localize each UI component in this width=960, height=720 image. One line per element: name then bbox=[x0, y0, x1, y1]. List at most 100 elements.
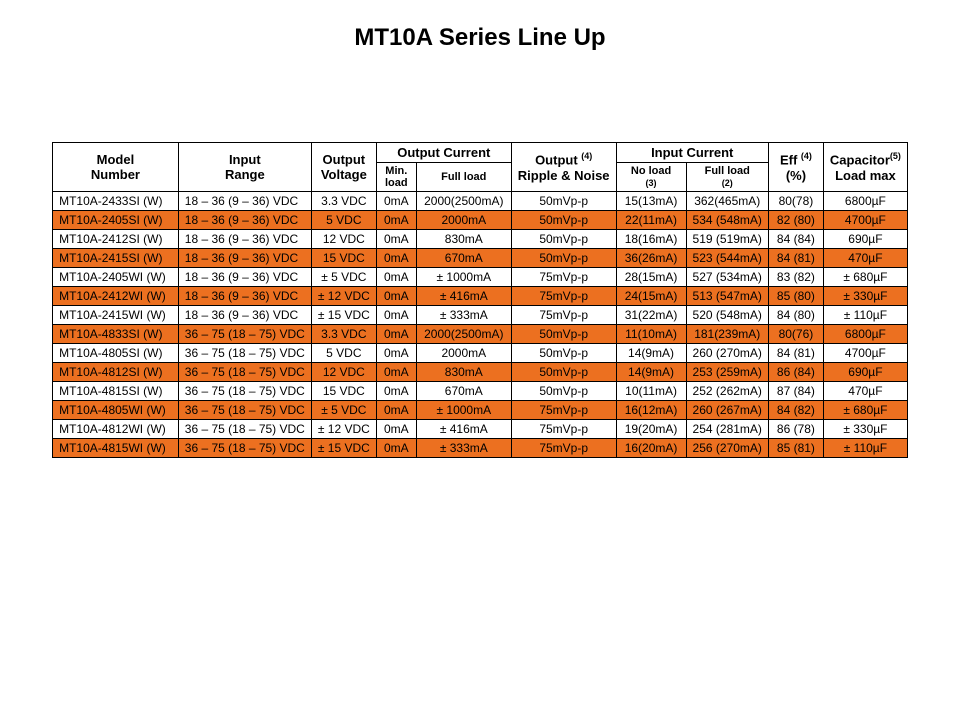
cell-ripple: 50mVp-p bbox=[511, 363, 616, 382]
cell-min: 0mA bbox=[376, 325, 416, 344]
cell-min: 0mA bbox=[376, 382, 416, 401]
cell-fullload: 260 (270mA) bbox=[686, 344, 768, 363]
cell-ripple: 75mVp-p bbox=[511, 401, 616, 420]
th-ripple-a: Output bbox=[535, 153, 578, 168]
cell-cap: ± 330µF bbox=[823, 420, 907, 439]
th-model: ModelNumber bbox=[53, 143, 179, 192]
cell-cap: 470µF bbox=[823, 249, 907, 268]
cell-min: 0mA bbox=[376, 249, 416, 268]
cell-model: MT10A-4805SI (W) bbox=[53, 344, 179, 363]
cell-ovolt: ± 12 VDC bbox=[311, 287, 376, 306]
cell-eff: 80(76) bbox=[768, 325, 823, 344]
cell-ripple: 75mVp-p bbox=[511, 268, 616, 287]
cell-ovolt: 15 VDC bbox=[311, 249, 376, 268]
cell-eff: 84 (81) bbox=[768, 249, 823, 268]
th-ripple-b: Ripple & Noise bbox=[518, 168, 610, 183]
cell-full: ± 416mA bbox=[416, 287, 511, 306]
cell-fullload: 252 (262mA) bbox=[686, 382, 768, 401]
th-cap-sup: (5) bbox=[890, 151, 901, 161]
cell-cap: 6800µF bbox=[823, 325, 907, 344]
th-min: Min.load bbox=[376, 163, 416, 192]
cell-ovolt: 3.3 VDC bbox=[311, 192, 376, 211]
cell-eff: 85 (81) bbox=[768, 439, 823, 458]
cell-ovolt: ± 12 VDC bbox=[311, 420, 376, 439]
cell-range: 18 – 36 (9 – 36) VDC bbox=[178, 211, 311, 230]
cell-fullload: 534 (548mA) bbox=[686, 211, 768, 230]
cell-ovolt: 5 VDC bbox=[311, 211, 376, 230]
cell-model: MT10A-4833SI (W) bbox=[53, 325, 179, 344]
cell-range: 36 – 75 (18 – 75) VDC bbox=[178, 382, 311, 401]
cell-full: ± 1000mA bbox=[416, 268, 511, 287]
cell-full: 670mA bbox=[416, 382, 511, 401]
cell-noload: 15(13mA) bbox=[616, 192, 686, 211]
cell-fullload: 256 (270mA) bbox=[686, 439, 768, 458]
cell-full: 830mA bbox=[416, 363, 511, 382]
cell-fullload: 523 (544mA) bbox=[686, 249, 768, 268]
cell-range: 18 – 36 (9 – 36) VDC bbox=[178, 306, 311, 325]
cell-noload: 14(9mA) bbox=[616, 344, 686, 363]
table-row: MT10A-2415WI (W)18 – 36 (9 – 36) VDC± 15… bbox=[53, 306, 908, 325]
table-row: MT10A-4805SI (W)36 – 75 (18 – 75) VDC5 V… bbox=[53, 344, 908, 363]
cell-full: 670mA bbox=[416, 249, 511, 268]
cell-min: 0mA bbox=[376, 401, 416, 420]
th-noload-a: No load bbox=[631, 165, 671, 177]
cell-model: MT10A-2405SI (W) bbox=[53, 211, 179, 230]
cell-noload: 16(12mA) bbox=[616, 401, 686, 420]
cell-range: 36 – 75 (18 – 75) VDC bbox=[178, 420, 311, 439]
cell-min: 0mA bbox=[376, 192, 416, 211]
th-range: InputRange bbox=[178, 143, 311, 192]
cell-eff: 84 (82) bbox=[768, 401, 823, 420]
th-ovolt: OutputVoltage bbox=[311, 143, 376, 192]
cell-fullload: 519 (519mA) bbox=[686, 230, 768, 249]
cell-noload: 19(20mA) bbox=[616, 420, 686, 439]
cell-min: 0mA bbox=[376, 439, 416, 458]
table-row: MT10A-4815SI (W)36 – 75 (18 – 75) VDC15 … bbox=[53, 382, 908, 401]
table-row: MT10A-4812WI (W)36 – 75 (18 – 75) VDC± 1… bbox=[53, 420, 908, 439]
cell-min: 0mA bbox=[376, 268, 416, 287]
cell-model: MT10A-4805WI (W) bbox=[53, 401, 179, 420]
table-row: MT10A-2412WI (W)18 – 36 (9 – 36) VDC± 12… bbox=[53, 287, 908, 306]
cell-cap: 690µF bbox=[823, 363, 907, 382]
cell-eff: 84 (80) bbox=[768, 306, 823, 325]
cell-cap: 690µF bbox=[823, 230, 907, 249]
cell-min: 0mA bbox=[376, 287, 416, 306]
th-fullload-a: Full load bbox=[705, 165, 750, 177]
cell-fullload: 527 (534mA) bbox=[686, 268, 768, 287]
cell-cap: ± 330µF bbox=[823, 287, 907, 306]
cell-model: MT10A-4815WI (W) bbox=[53, 439, 179, 458]
cell-noload: 10(11mA) bbox=[616, 382, 686, 401]
th-full: Full load bbox=[416, 163, 511, 192]
cell-fullload: 181(239mA) bbox=[686, 325, 768, 344]
cell-ovolt: 12 VDC bbox=[311, 363, 376, 382]
cell-full: 830mA bbox=[416, 230, 511, 249]
cell-eff: 86 (78) bbox=[768, 420, 823, 439]
table-row: MT10A-4833SI (W)36 – 75 (18 – 75) VDC3.3… bbox=[53, 325, 908, 344]
cell-cap: 470µF bbox=[823, 382, 907, 401]
th-ripple-sup: (4) bbox=[581, 151, 592, 161]
cell-range: 18 – 36 (9 – 36) VDC bbox=[178, 192, 311, 211]
cell-model: MT10A-2412SI (W) bbox=[53, 230, 179, 249]
cell-fullload: 254 (281mA) bbox=[686, 420, 768, 439]
cell-ripple: 50mVp-p bbox=[511, 325, 616, 344]
cell-full: ± 333mA bbox=[416, 439, 511, 458]
cell-range: 36 – 75 (18 – 75) VDC bbox=[178, 325, 311, 344]
cell-noload: 28(15mA) bbox=[616, 268, 686, 287]
cell-noload: 22(11mA) bbox=[616, 211, 686, 230]
table-row: MT10A-4815WI (W)36 – 75 (18 – 75) VDC± 1… bbox=[53, 439, 908, 458]
th-eff-unit: (%) bbox=[786, 168, 806, 183]
cell-fullload: 362(465mA) bbox=[686, 192, 768, 211]
cell-ovolt: 12 VDC bbox=[311, 230, 376, 249]
cell-range: 36 – 75 (18 – 75) VDC bbox=[178, 401, 311, 420]
cell-ovolt: 15 VDC bbox=[311, 382, 376, 401]
cell-eff: 83 (82) bbox=[768, 268, 823, 287]
cell-fullload: 520 (548mA) bbox=[686, 306, 768, 325]
table-row: MT10A-2405WI (W)18 – 36 (9 – 36) VDC± 5 … bbox=[53, 268, 908, 287]
cell-ripple: 50mVp-p bbox=[511, 211, 616, 230]
cell-model: MT10A-4812SI (W) bbox=[53, 363, 179, 382]
cell-range: 18 – 36 (9 – 36) VDC bbox=[178, 249, 311, 268]
cell-ovolt: ± 15 VDC bbox=[311, 306, 376, 325]
cell-full: ± 416mA bbox=[416, 420, 511, 439]
cell-fullload: 253 (259mA) bbox=[686, 363, 768, 382]
cell-min: 0mA bbox=[376, 230, 416, 249]
cell-eff: 84 (84) bbox=[768, 230, 823, 249]
